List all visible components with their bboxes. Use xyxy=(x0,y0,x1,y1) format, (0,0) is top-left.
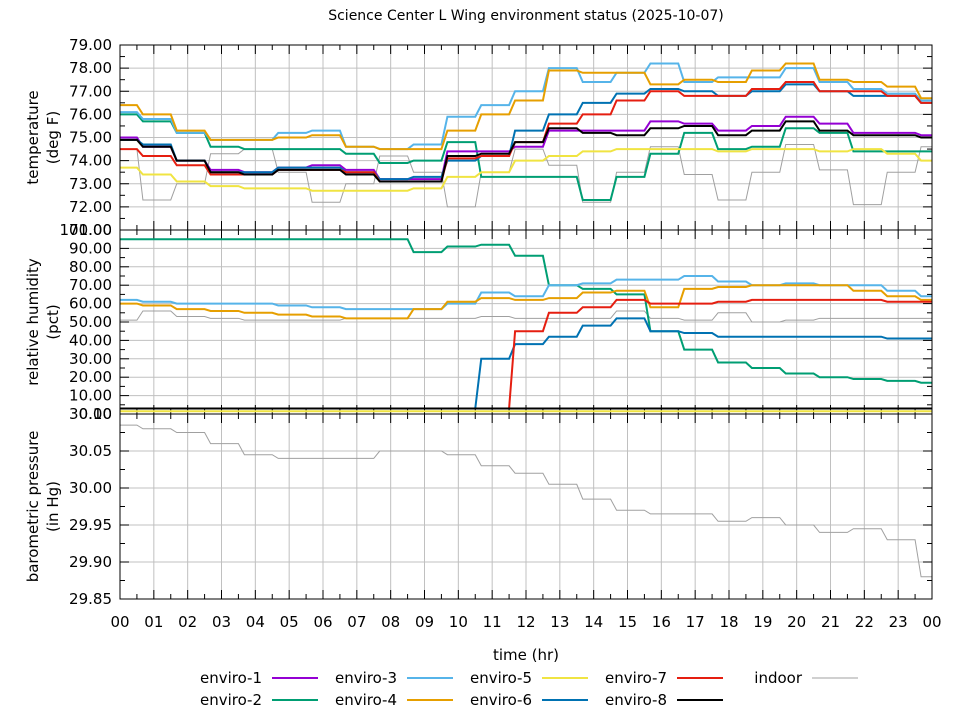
x-tick-labels: 00 01 02 03 04 05 06 07 08 09 10 11 12 13 14 15 16 17 18 19… xyxy=(110,613,941,631)
x-tick-label: 20 xyxy=(787,613,806,631)
x-tick-label: 02 xyxy=(178,613,197,631)
x-tick-label: 00 xyxy=(922,613,941,631)
legend-label: indoor xyxy=(754,669,803,687)
series-line-indoor xyxy=(120,424,932,578)
legend: enviro-1 enviro-2 enviro-3 enviro-4 enviro-5… xyxy=(200,669,858,709)
x-tick-label: 16 xyxy=(652,613,671,631)
y-tick-label: 0.00 xyxy=(79,405,112,423)
x-tick-label: 06 xyxy=(313,613,332,631)
legend-item-enviro-1: enviro-1 xyxy=(200,669,318,687)
x-tick-label: 13 xyxy=(550,613,569,631)
series-line-enviro-2 xyxy=(120,238,932,384)
y-tick-label: 73.00 xyxy=(69,175,112,193)
y-tick-label: 29.90 xyxy=(69,553,112,571)
series-line-enviro-4 xyxy=(120,62,932,151)
panel-pressure: 30.10 30.05 30.00 29.95 29.90 29.85 barometric… xyxy=(24,405,933,608)
y-tick-label: 29.85 xyxy=(69,590,112,608)
series-group xyxy=(120,62,932,208)
series-line-enviro-6 xyxy=(120,83,932,181)
legend-item-enviro-6: enviro-6 xyxy=(470,691,588,709)
y-axis-title: temperature (deg F) xyxy=(24,90,62,184)
x-tick-label: 05 xyxy=(280,613,299,631)
legend-item-enviro-4: enviro-4 xyxy=(335,691,453,709)
x-tick-label: 19 xyxy=(753,613,772,631)
y-tick-label: 77.00 xyxy=(69,82,112,100)
legend-label: enviro-4 xyxy=(335,691,397,709)
panel-temperature: 79.00 78.00 77.00 76.00 75.00 74.00 73.00 72.00… xyxy=(24,36,933,239)
x-tick-label: 21 xyxy=(821,613,840,631)
y-tick-label: 30.10 xyxy=(69,405,112,423)
x-tick-label: 01 xyxy=(144,613,163,631)
y-tick-label: 100.00 xyxy=(60,221,113,239)
x-tick-label: 04 xyxy=(246,613,265,631)
series-line-enviro-2 xyxy=(120,113,932,201)
y-tick-label: 50.00 xyxy=(69,313,112,331)
y-tick-label: 60.00 xyxy=(69,295,112,313)
x-tick-label: 03 xyxy=(212,613,231,631)
legend-item-enviro-3: enviro-3 xyxy=(335,669,453,687)
plot-panels: 79.00 78.00 77.00 76.00 75.00 74.00 73.00 72.00… xyxy=(24,36,933,608)
legend-item-enviro-8: enviro-8 xyxy=(605,691,723,709)
x-tick-label: 07 xyxy=(347,613,366,631)
y-tick-label: 30.00 xyxy=(69,350,112,368)
x-tick-label: 18 xyxy=(719,613,738,631)
legend-label: enviro-8 xyxy=(605,691,667,709)
x-tick-label: 15 xyxy=(618,613,637,631)
y-tick-label: 29.95 xyxy=(69,516,112,534)
series-group xyxy=(120,238,932,413)
x-tick-label: 17 xyxy=(686,613,705,631)
x-tick-label: 14 xyxy=(584,613,603,631)
y-tick-label: 80.00 xyxy=(69,258,112,276)
y-tick-label: 71.00 xyxy=(69,221,112,239)
legend-label: enviro-2 xyxy=(200,691,262,709)
x-tick-label: 00 xyxy=(110,613,129,631)
y-tick-label: 79.00 xyxy=(69,36,112,54)
series-line-enviro-5 xyxy=(120,148,932,192)
x-tick-label: 09 xyxy=(415,613,434,631)
x-axis-title: time (hr) xyxy=(493,646,559,664)
legend-item-enviro-7: enviro-7 xyxy=(605,669,723,687)
y-tick-label: 10.00 xyxy=(69,387,112,405)
legend-label: enviro-1 xyxy=(200,669,262,687)
y-tick-label: 78.00 xyxy=(69,59,112,77)
series-line-enviro-3 xyxy=(120,275,932,311)
y-tick-label: 74.00 xyxy=(69,152,112,170)
chart-title: Science Center L Wing environment status… xyxy=(328,8,724,24)
legend-label: enviro-6 xyxy=(470,691,532,709)
x-tick-label: 10 xyxy=(449,613,468,631)
legend-label: enviro-5 xyxy=(470,669,532,687)
legend-item-indoor: indoor xyxy=(754,669,858,687)
series-line-enviro-4 xyxy=(120,284,932,320)
y-axis-title: relative humidity (pct) xyxy=(24,258,62,386)
y-tick-label: 30.05 xyxy=(69,442,112,460)
x-tick-label: 08 xyxy=(381,613,400,631)
x-tick-label: 12 xyxy=(516,613,535,631)
x-tick-label: 23 xyxy=(889,613,908,631)
series-line-enviro-8 xyxy=(120,120,932,183)
series-line-indoor xyxy=(120,310,932,323)
x-tick-label: 22 xyxy=(855,613,874,631)
series-group xyxy=(120,424,932,578)
y-tick-label: 72.00 xyxy=(69,198,112,216)
y-tick-label: 40.00 xyxy=(69,331,112,349)
plot-frame xyxy=(119,413,933,600)
y-axis-title: barometric pressure (in Hg) xyxy=(24,431,62,583)
legend-item-enviro-5: enviro-5 xyxy=(470,669,588,687)
y-tick-label: 70.00 xyxy=(69,276,112,294)
legend-item-enviro-2: enviro-2 xyxy=(200,691,318,709)
y-tick-label: 75.00 xyxy=(69,129,112,147)
legend-label: enviro-3 xyxy=(335,669,397,687)
y-tick-label: 90.00 xyxy=(69,239,112,257)
y-tick-label: 20.00 xyxy=(69,368,112,386)
legend-label: enviro-7 xyxy=(605,669,667,687)
x-tick-label: 11 xyxy=(483,613,502,631)
panel-humidity: 100.0090.0080.0070.0060.0050.0040.0030.0… xyxy=(24,221,933,423)
y-tick-label: 30.00 xyxy=(69,479,112,497)
y-tick-label: 76.00 xyxy=(69,105,112,123)
